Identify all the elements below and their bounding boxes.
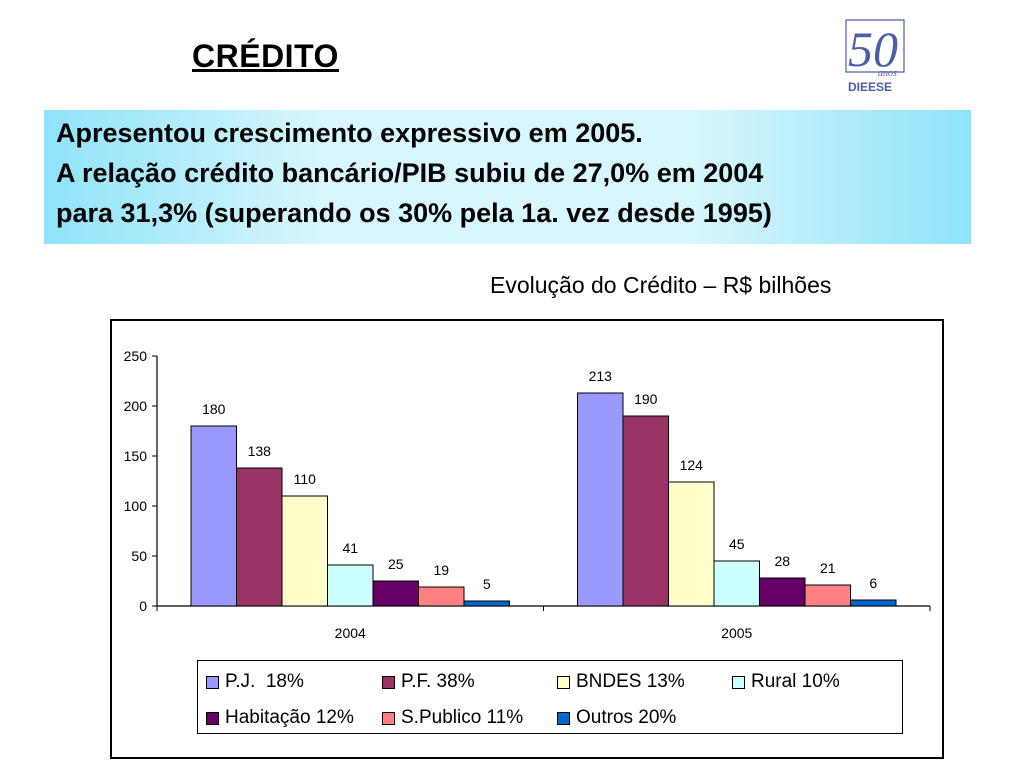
data-label: 124 bbox=[680, 457, 704, 473]
logo-number: 50 bbox=[848, 21, 898, 77]
page-title: CRÉDITO bbox=[192, 38, 339, 74]
legend-swatch bbox=[206, 675, 219, 689]
legend-label: Rural 10% bbox=[751, 671, 840, 692]
bar bbox=[463, 600, 510, 607]
bar bbox=[668, 481, 715, 607]
logo-brand: DIEESE bbox=[848, 80, 892, 94]
x-tick-label: 2004 bbox=[335, 625, 366, 641]
bar bbox=[372, 580, 419, 607]
x-tick-label: 2005 bbox=[721, 625, 752, 641]
bar bbox=[622, 415, 669, 607]
bar bbox=[190, 425, 237, 607]
chart-title: Evolução do Crédito – R$ bilhões bbox=[490, 272, 832, 298]
legend-swatch bbox=[557, 675, 570, 689]
highlight-line-1: Apresentou crescimento expressivo em 200… bbox=[56, 118, 643, 148]
legend-label: P.J. 18% bbox=[225, 671, 304, 692]
data-label: 213 bbox=[589, 368, 613, 384]
legend-label: BNDES 13% bbox=[576, 671, 685, 692]
bar bbox=[577, 392, 624, 607]
y-tick-label: 250 bbox=[124, 348, 148, 364]
y-tick-label: 150 bbox=[124, 448, 148, 464]
legend-item: S.Publico 11% bbox=[382, 707, 523, 729]
highlight-line-2: A relação crédito bancário/PIB subiu de … bbox=[56, 158, 764, 188]
data-label: 19 bbox=[433, 562, 449, 578]
data-label: 28 bbox=[774, 553, 790, 569]
y-tick-label: 100 bbox=[124, 498, 148, 514]
bar bbox=[713, 560, 760, 607]
legend-swatch bbox=[382, 675, 395, 689]
legend-item: BNDES 13% bbox=[557, 671, 685, 693]
chart-legend: P.J. 18% P.F. 38% BNDES 13% Rural 10% Habita… bbox=[197, 660, 903, 734]
logo-anos: anos bbox=[878, 68, 897, 79]
data-label: 190 bbox=[634, 391, 658, 407]
bar bbox=[418, 586, 465, 607]
data-label: 180 bbox=[202, 401, 226, 417]
bar bbox=[759, 577, 806, 607]
legend-swatch bbox=[557, 711, 570, 725]
highlight-box: Apresentou crescimento expressivo em 200… bbox=[44, 110, 971, 244]
data-label: 138 bbox=[248, 443, 272, 459]
legend-item: P.F. 38% bbox=[382, 671, 475, 693]
legend-item: Outros 20% bbox=[557, 707, 676, 729]
legend-label: S.Publico 11% bbox=[401, 707, 524, 728]
data-label: 41 bbox=[342, 540, 358, 556]
bar bbox=[327, 564, 374, 607]
legend-swatch bbox=[382, 711, 395, 725]
legend-item: Rural 10% bbox=[732, 671, 840, 693]
bar bbox=[804, 584, 851, 607]
data-label: 25 bbox=[388, 556, 404, 572]
bar bbox=[281, 495, 328, 607]
bar bbox=[850, 599, 897, 607]
legend-label: Outros 20% bbox=[576, 707, 677, 728]
legend-swatch bbox=[206, 711, 219, 725]
highlight-line-3: para 31,3% (superando os 30% pela 1a. ve… bbox=[56, 198, 772, 228]
y-tick-label: 200 bbox=[124, 398, 148, 414]
legend-label: Habitação 12% bbox=[225, 707, 354, 728]
data-label: 45 bbox=[729, 536, 745, 552]
dieese-50-anos-logo: 50 anos DIEESE bbox=[845, 19, 905, 94]
data-label: 6 bbox=[869, 575, 877, 591]
data-label: 110 bbox=[294, 471, 317, 487]
data-label: 21 bbox=[820, 560, 836, 576]
data-label: 5 bbox=[483, 576, 491, 592]
y-tick-label: 50 bbox=[131, 548, 147, 564]
legend-swatch bbox=[732, 675, 745, 689]
legend-label: P.F. 38% bbox=[401, 671, 475, 692]
bar bbox=[236, 467, 283, 607]
legend-item: P.J. 18% bbox=[206, 671, 304, 693]
legend-item: Habitação 12% bbox=[206, 707, 354, 729]
y-tick-label: 0 bbox=[139, 598, 147, 614]
